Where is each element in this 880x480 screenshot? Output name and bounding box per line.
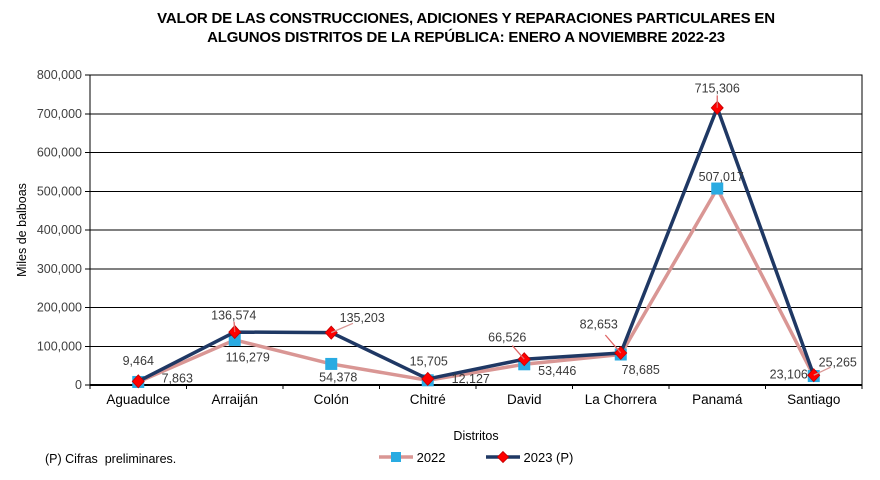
x-category-label: Arraiján [211, 392, 258, 407]
y-tick-label: 0 [75, 378, 82, 392]
data-point-label: 507,017 [699, 170, 744, 184]
data-point-label: 135,203 [340, 311, 385, 325]
chart-legend: 2022 2023 (P) [90, 447, 862, 467]
y-tick-label: 200,000 [37, 301, 82, 315]
label-leader-line [604, 334, 622, 354]
data-point-label: 7,863 [162, 371, 193, 385]
legend-label: 2022 [416, 449, 446, 465]
label-leader-line [233, 321, 236, 333]
x-category-label: Santiago [787, 392, 840, 407]
data-point-label: 25,265 [819, 356, 857, 370]
y-tick-label: 800,000 [37, 68, 82, 82]
x-category-label: Aguadulce [106, 392, 170, 407]
data-point-label: 54,378 [319, 370, 357, 384]
legend-swatch-diamond-icon [485, 450, 520, 464]
y-tick-label: 500,000 [37, 184, 82, 198]
data-point-label: 82,653 [580, 317, 618, 331]
y-tick-label: 600,000 [37, 146, 82, 160]
x-category-label: Colón [314, 392, 349, 407]
data-point-label: 15,705 [410, 354, 448, 368]
data-point-label: 136,574 [211, 309, 256, 323]
x-category-label: David [507, 392, 542, 407]
y-tick-label: 700,000 [37, 107, 82, 121]
data-point-label: 9,464 [123, 354, 154, 368]
series-line-2022 [137, 186, 816, 384]
data-point-label: 12,127 [452, 372, 490, 386]
data-point-label: 53,446 [538, 364, 576, 378]
data-point-label: 116,279 [226, 350, 270, 364]
data-point-label: 23,106 [770, 368, 808, 382]
marker-square [711, 182, 724, 195]
x-category-label: La Chorrera [585, 392, 658, 407]
data-point-label: 78,685 [622, 363, 660, 377]
legend-item-2022: 2022 [378, 449, 446, 465]
label-leader-line [511, 345, 525, 360]
y-tick-label: 400,000 [37, 223, 82, 237]
y-axis-title: Miles de balboas [15, 183, 29, 277]
x-category-label: Panamá [692, 392, 743, 407]
y-tick-label: 300,000 [37, 262, 82, 276]
x-category-label: Chitré [410, 392, 446, 407]
marker-diamond [421, 371, 435, 387]
chart-title: VALOR DE LAS CONSTRUCCIONES, ADICIONES Y… [56, 9, 876, 47]
chart-title-line1: VALOR DE LAS CONSTRUCCIONES, ADICIONES Y… [157, 10, 775, 27]
marker-diamond [131, 374, 145, 389]
data-point-label: 66,526 [488, 331, 526, 345]
data-point-label: 715,306 [695, 81, 740, 95]
series-line-2023P [137, 106, 816, 383]
legend-item-2023P: 2023 (P) [485, 449, 574, 465]
marker-square [325, 357, 338, 370]
legend-label: 2023 (P) [523, 449, 574, 465]
marker-square [228, 333, 241, 346]
y-tick-label: 100,000 [37, 339, 82, 353]
chart-title-line2: ALGUNOS DISTRITOS DE LA REPÚBLICA: ENERO… [207, 29, 725, 46]
footnote: (P) Cifras preliminares. [45, 452, 177, 466]
label-leader-line [330, 322, 354, 334]
x-axis-title: Distritos [453, 429, 499, 443]
label-leader-line [813, 366, 831, 376]
legend-swatch-square-icon [378, 452, 413, 462]
